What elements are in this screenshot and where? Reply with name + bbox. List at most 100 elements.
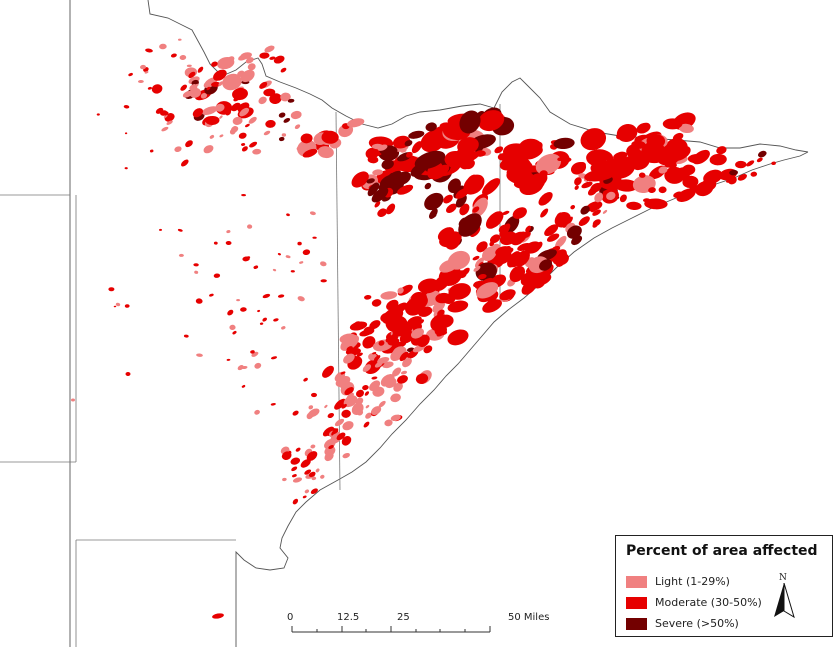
damage-patch-light — [357, 410, 364, 416]
damage-patch-light — [400, 148, 407, 153]
damage-patch-moderate — [737, 174, 748, 181]
scale-label-25: 25 — [397, 612, 410, 623]
scale-label-0: 0 — [287, 612, 294, 623]
damage-patch-light — [174, 146, 182, 153]
damage-patch-moderate — [270, 403, 276, 406]
damage-patch-severe — [429, 208, 438, 219]
damage-patch-light — [144, 71, 149, 74]
damage-patch-light — [473, 265, 481, 272]
damage-patch-moderate — [514, 250, 530, 267]
damage-patch-moderate — [457, 302, 463, 308]
damage-patch-light — [317, 146, 334, 159]
legend-swatch-moderate — [626, 597, 647, 609]
damage-patch-moderate — [341, 403, 347, 409]
damage-patch-severe — [278, 136, 285, 142]
damage-patch-severe — [758, 150, 767, 158]
damage-patch-light — [196, 353, 203, 357]
damage-patch-severe — [287, 98, 295, 103]
damage-patch-moderate — [124, 167, 128, 170]
damage-patch-moderate — [224, 109, 230, 115]
damage-patch-moderate — [292, 498, 299, 505]
damage-patch-moderate — [306, 451, 318, 461]
damage-patch-moderate — [443, 194, 453, 204]
damage-patch-light — [306, 412, 314, 420]
damage-patch-moderate — [502, 210, 510, 215]
damage-patch-severe — [553, 137, 575, 150]
damage-patch-moderate — [124, 132, 128, 135]
county-lines — [0, 104, 501, 647]
damage-patch-light — [294, 124, 301, 130]
damage-patch-moderate — [290, 457, 301, 465]
legend-label-severe: Severe (>50%) — [655, 617, 739, 630]
damage-patch-moderate — [494, 146, 504, 154]
scale-label-12-5: 12.5 — [337, 612, 360, 623]
damage-patch-moderate — [188, 71, 196, 79]
damage-patch-light — [400, 370, 408, 375]
damage-patch-moderate — [540, 208, 549, 218]
damage-patch-moderate — [392, 327, 407, 337]
damage-patch-moderate — [570, 205, 576, 210]
damage-patch-moderate — [655, 173, 663, 178]
damage-patch-light — [186, 64, 192, 68]
damage-patch-moderate — [197, 66, 204, 73]
damage-patch-light — [343, 353, 355, 364]
damage-patch-moderate — [642, 149, 666, 164]
damage-patch-light — [159, 43, 167, 50]
damage-patch-moderate — [147, 86, 152, 90]
damage-patch-moderate — [331, 428, 339, 436]
damage-patch-light — [397, 287, 404, 294]
damage-patch-light — [340, 129, 350, 136]
damage-patch-moderate — [249, 141, 258, 148]
damage-patch-moderate — [472, 206, 480, 213]
damage-patch-moderate — [387, 320, 401, 332]
damage-patch-moderate — [177, 228, 183, 232]
damage-patch-moderate — [473, 281, 481, 288]
damage-patch-light — [161, 126, 169, 132]
damage-patch-moderate — [557, 157, 564, 162]
damage-patch-light — [285, 255, 291, 259]
damage-patch-moderate — [149, 149, 154, 153]
damage-patch-moderate — [499, 289, 516, 301]
damage-patch-moderate — [292, 410, 299, 416]
damage-patch-moderate — [374, 201, 381, 208]
damage-patch-moderate — [362, 385, 369, 391]
damage-patch-moderate — [646, 133, 666, 149]
damage-patch-moderate — [709, 153, 727, 166]
damage-patch-moderate — [180, 84, 188, 91]
damage-patch-moderate — [113, 305, 117, 308]
damage-patch-light — [346, 392, 354, 401]
damage-patch-light — [365, 412, 372, 419]
damage-patch-moderate — [277, 253, 281, 256]
damage-patch-moderate — [345, 347, 361, 356]
damage-patch-moderate — [728, 176, 737, 185]
damage-patch-light — [238, 54, 249, 61]
damage-patch-moderate — [349, 321, 368, 331]
damage-patch-light — [254, 409, 260, 415]
damage-patch-moderate — [164, 111, 169, 116]
damage-patch-light — [374, 361, 383, 368]
damage-patch-moderate — [499, 231, 518, 246]
damage-patch-moderate — [457, 270, 467, 279]
damage-patch-moderate — [297, 241, 302, 246]
damage-patch-moderate — [308, 471, 316, 478]
damage-patch-moderate — [262, 293, 271, 299]
damage-patch-moderate — [631, 140, 646, 149]
damage-patch-moderate — [265, 119, 276, 128]
damage-patch-light — [372, 386, 385, 397]
damage-patch-moderate — [424, 134, 438, 143]
damage-patch-moderate — [322, 365, 334, 378]
damage-patch-light — [382, 361, 394, 369]
damage-patch-moderate — [269, 93, 282, 104]
damage-patch-moderate — [213, 69, 227, 81]
damage-patch-moderate — [415, 373, 429, 384]
damage-patch-moderate — [435, 292, 452, 304]
damage-patch-light — [393, 382, 403, 392]
damage-patch-moderate — [587, 186, 598, 196]
damage-patch-moderate — [291, 466, 298, 472]
damage-patch-moderate — [240, 307, 247, 312]
damage-patch-moderate — [446, 203, 457, 214]
damage-patch-moderate — [96, 113, 100, 116]
damage-patch-moderate — [478, 110, 505, 132]
damage-patch-light — [320, 474, 325, 479]
damage-patch-moderate — [212, 613, 224, 619]
